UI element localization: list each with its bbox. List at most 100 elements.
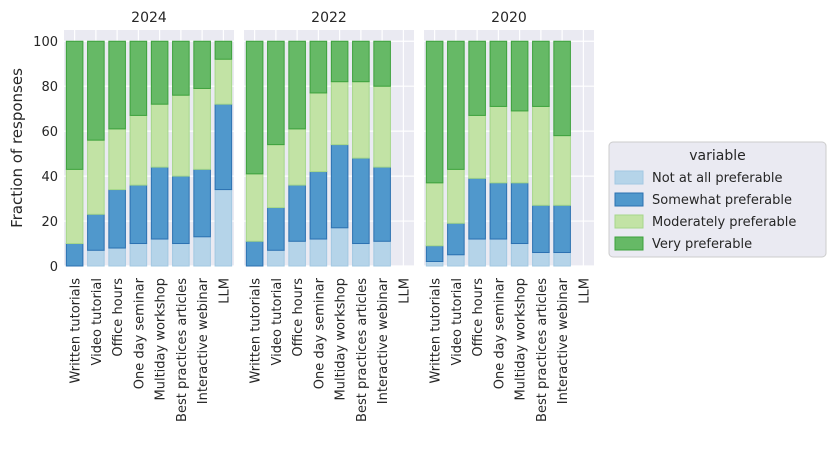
bar-very-preferable	[129, 40, 148, 116]
bar-not-at-all-preferable	[129, 243, 148, 267]
bar-moderately-preferable	[425, 182, 444, 247]
bar-somewhat-preferable	[553, 204, 571, 254]
bar-somewhat-preferable	[330, 144, 349, 229]
x-tick-label: Office hours	[111, 278, 126, 357]
x-tick-label: Multiday workshop	[154, 278, 169, 401]
bar-very-preferable	[267, 40, 285, 146]
bar-moderately-preferable	[373, 85, 391, 168]
x-tick-label: Interactive webinar	[196, 277, 211, 404]
bar-somewhat-preferable	[309, 171, 328, 240]
bar-not-at-all-preferable	[425, 261, 444, 267]
panel-2022: 2022 Written tutorials Video tutorial Offic…	[244, 10, 414, 422]
bar-not-at-all-preferable	[373, 240, 391, 267]
bar-not-at-all-preferable	[150, 238, 169, 267]
y-axis-label: Fraction of responses	[8, 68, 26, 228]
bar-somewhat-preferable	[172, 175, 190, 245]
legend-swatch	[614, 236, 644, 251]
y-tick-label: 60	[41, 125, 58, 140]
bar-somewhat-preferable	[65, 243, 84, 267]
bar-somewhat-preferable	[447, 222, 465, 256]
x-tick-label: One day seminar	[312, 277, 327, 389]
bar-very-preferable	[87, 40, 105, 141]
bar-very-preferable	[245, 40, 264, 175]
bar-somewhat-preferable	[468, 177, 486, 240]
x-tick-label: Interactive webinar	[376, 277, 391, 404]
bar-moderately-preferable	[193, 87, 211, 170]
bar-very-preferable	[510, 40, 529, 112]
bar-very-preferable	[172, 40, 190, 96]
bar-not-at-all-preferable	[468, 238, 486, 267]
bar-very-preferable	[193, 40, 211, 89]
bar-very-preferable	[330, 40, 349, 83]
bar-somewhat-preferable	[510, 182, 529, 245]
bar-somewhat-preferable	[425, 245, 444, 263]
x-tick-label: Multiday workshop	[514, 278, 529, 401]
y-tick-label: 20	[41, 215, 58, 230]
bar-moderately-preferable	[150, 103, 169, 168]
bar-somewhat-preferable	[489, 182, 508, 240]
panel-title: 2020	[491, 10, 527, 26]
bar-moderately-preferable	[129, 114, 148, 186]
bar-very-preferable	[214, 40, 233, 60]
bar-moderately-preferable	[330, 81, 349, 146]
bar-moderately-preferable	[172, 94, 190, 177]
panel-title: 2022	[311, 10, 347, 26]
bar-moderately-preferable	[309, 92, 328, 173]
bar-not-at-all-preferable	[309, 238, 328, 267]
bar-not-at-all-preferable	[489, 238, 508, 267]
bar-moderately-preferable	[214, 58, 233, 105]
x-tick-label: One day seminar	[132, 277, 147, 389]
bar-not-at-all-preferable	[553, 252, 571, 267]
bar-somewhat-preferable	[245, 240, 264, 267]
legend-entry: Very preferable	[652, 237, 752, 252]
bar-not-at-all-preferable	[510, 243, 529, 267]
bar-not-at-all-preferable	[108, 247, 126, 267]
bar-very-preferable	[425, 40, 444, 184]
bar-somewhat-preferable	[373, 166, 391, 242]
legend-entry: Somewhat preferable	[652, 193, 792, 208]
legend-entry: Not at all preferable	[652, 171, 782, 186]
bar-very-preferable	[532, 40, 550, 107]
x-tick-label: Multiday workshop	[334, 278, 349, 401]
bar-not-at-all-preferable	[172, 243, 190, 267]
bar-moderately-preferable	[267, 144, 285, 209]
x-tick-label: Video tutorial	[450, 278, 465, 365]
legend-entry: Moderately preferable	[652, 215, 796, 230]
bar-very-preferable	[447, 40, 465, 170]
x-tick-label: Office hours	[291, 278, 306, 357]
bar-very-preferable	[150, 40, 169, 105]
bar-moderately-preferable	[65, 168, 84, 245]
x-tick-label: Video tutorial	[90, 278, 105, 365]
y-tick-label: 0	[50, 260, 58, 275]
bar-somewhat-preferable	[532, 204, 550, 254]
bar-not-at-all-preferable	[288, 240, 306, 267]
bar-somewhat-preferable	[150, 166, 169, 240]
bar-somewhat-preferable	[214, 103, 233, 191]
bar-moderately-preferable	[108, 128, 126, 191]
bar-not-at-all-preferable	[214, 189, 233, 267]
bar-not-at-all-preferable	[87, 249, 105, 267]
x-tick-label: Written tutorials	[429, 278, 444, 384]
y-tick-label: 80	[41, 80, 58, 95]
bar-very-preferable	[108, 40, 126, 130]
bar-somewhat-preferable	[87, 213, 105, 251]
bar-somewhat-preferable	[129, 184, 148, 245]
bar-somewhat-preferable	[267, 207, 285, 251]
bar-not-at-all-preferable	[193, 236, 211, 267]
legend-swatch	[614, 192, 644, 207]
bar-very-preferable	[553, 40, 571, 137]
bar-moderately-preferable	[553, 135, 571, 206]
bar-not-at-all-preferable	[352, 243, 370, 267]
bar-very-preferable	[373, 40, 391, 87]
bar-moderately-preferable	[87, 139, 105, 215]
bar-very-preferable	[65, 40, 84, 170]
x-tick-label: One day seminar	[492, 277, 507, 389]
panel-2024: 2024 Written tutorials Video tutorial Offic…	[64, 10, 234, 422]
bar-somewhat-preferable	[108, 189, 126, 249]
bar-moderately-preferable	[532, 105, 550, 206]
bar-not-at-all-preferable	[447, 254, 465, 267]
bar-moderately-preferable	[468, 114, 486, 179]
bar-moderately-preferable	[352, 81, 370, 159]
